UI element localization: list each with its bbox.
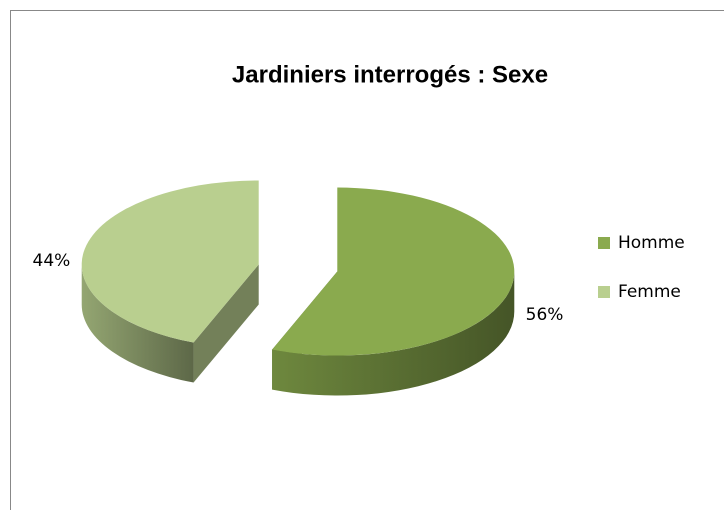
pie-slice (272, 187, 515, 396)
legend-label: Homme (618, 233, 685, 253)
slice-top (272, 187, 515, 356)
data-label: 56% (526, 305, 564, 325)
slice-wall (81, 264, 194, 383)
legend-swatch (598, 237, 610, 249)
pie-slice (81, 180, 259, 383)
slice-side-face (193, 264, 259, 383)
legend-label: Femme (618, 282, 681, 302)
slice-wall (272, 271, 515, 396)
slice-top (81, 180, 259, 343)
data-label: 44% (33, 251, 71, 271)
legend-swatch (598, 286, 610, 298)
chart-title: Jardiniers interrogés : Sexe (232, 61, 548, 88)
